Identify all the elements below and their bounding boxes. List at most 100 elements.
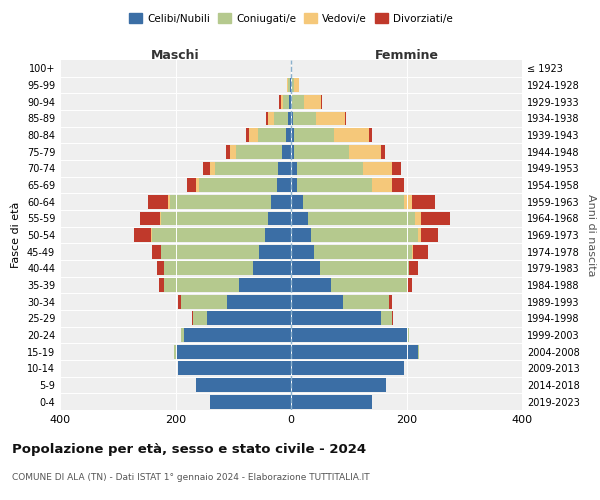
Bar — [334, 128, 369, 142]
Bar — [184, 328, 291, 342]
Bar — [290, 78, 291, 92]
Bar — [294, 145, 349, 158]
Bar — [193, 312, 207, 325]
Bar — [266, 112, 268, 125]
Bar — [404, 195, 412, 208]
Bar — [281, 95, 283, 108]
Bar — [413, 245, 428, 258]
Bar — [314, 245, 412, 258]
Bar — [181, 295, 227, 308]
Bar — [187, 178, 196, 192]
Bar — [148, 195, 168, 208]
Bar — [268, 112, 274, 125]
Bar — [409, 262, 418, 275]
Bar — [380, 145, 385, 158]
Bar — [291, 62, 292, 75]
Bar — [291, 345, 418, 358]
Bar — [215, 162, 278, 175]
Bar — [161, 245, 259, 258]
Bar — [389, 295, 392, 308]
Y-axis label: Anni di nascita: Anni di nascita — [586, 194, 596, 276]
Bar — [320, 262, 409, 275]
Bar — [253, 262, 291, 275]
Bar — [349, 145, 380, 158]
Bar — [316, 112, 345, 125]
Bar — [140, 212, 160, 225]
Bar — [291, 295, 343, 308]
Bar — [283, 95, 289, 108]
Bar — [226, 145, 230, 158]
Bar — [392, 178, 404, 192]
Bar — [291, 312, 380, 325]
Bar — [294, 128, 334, 142]
Bar — [292, 95, 304, 108]
Bar — [274, 112, 288, 125]
Bar — [151, 228, 152, 242]
Bar — [407, 328, 409, 342]
Bar — [178, 295, 181, 308]
Bar — [302, 195, 404, 208]
Bar — [291, 328, 407, 342]
Bar — [236, 145, 283, 158]
Bar — [152, 228, 265, 242]
Bar — [259, 245, 291, 258]
Bar — [421, 212, 450, 225]
Bar — [230, 145, 236, 158]
Bar — [196, 178, 199, 192]
Bar — [277, 178, 291, 192]
Bar — [291, 128, 294, 142]
Bar — [291, 162, 297, 175]
Bar — [369, 128, 372, 142]
Bar — [407, 278, 412, 292]
Bar — [160, 212, 161, 225]
Bar — [152, 245, 161, 258]
Bar — [345, 112, 346, 125]
Bar — [291, 228, 311, 242]
Bar — [239, 278, 291, 292]
Bar — [421, 228, 438, 242]
Bar — [363, 162, 392, 175]
Bar — [308, 212, 415, 225]
Bar — [311, 228, 418, 242]
Bar — [175, 345, 176, 358]
Bar — [257, 128, 286, 142]
Bar — [278, 162, 291, 175]
Bar — [412, 245, 413, 258]
Bar — [199, 178, 277, 192]
Bar — [412, 195, 436, 208]
Bar — [286, 128, 291, 142]
Bar — [343, 295, 389, 308]
Bar — [291, 145, 294, 158]
Bar — [210, 162, 215, 175]
Bar — [164, 278, 239, 292]
Text: COMUNE DI ALA (TN) - Dati ISTAT 1° gennaio 2024 - Elaborazione TUTTITALIA.IT: COMUNE DI ALA (TN) - Dati ISTAT 1° genna… — [12, 473, 370, 482]
Bar — [291, 78, 294, 92]
Text: Maschi: Maschi — [151, 48, 200, 62]
Bar — [178, 362, 291, 375]
Bar — [157, 262, 164, 275]
Bar — [288, 112, 291, 125]
Bar — [268, 212, 291, 225]
Bar — [291, 178, 297, 192]
Bar — [291, 195, 302, 208]
Bar — [288, 78, 290, 92]
Text: Popolazione per età, sesso e stato civile - 2024: Popolazione per età, sesso e stato civil… — [12, 442, 366, 456]
Bar — [392, 312, 393, 325]
Bar — [372, 178, 392, 192]
Bar — [280, 95, 281, 108]
Bar — [181, 328, 184, 342]
Bar — [392, 162, 401, 175]
Bar — [265, 228, 291, 242]
Bar — [291, 378, 386, 392]
Bar — [415, 212, 421, 225]
Bar — [160, 278, 164, 292]
Bar — [291, 395, 372, 408]
Bar — [291, 95, 292, 108]
Bar — [289, 95, 291, 108]
Bar — [161, 212, 268, 225]
Bar — [297, 162, 363, 175]
Bar — [168, 195, 170, 208]
Bar — [164, 262, 253, 275]
Bar — [291, 362, 404, 375]
Bar — [380, 312, 392, 325]
